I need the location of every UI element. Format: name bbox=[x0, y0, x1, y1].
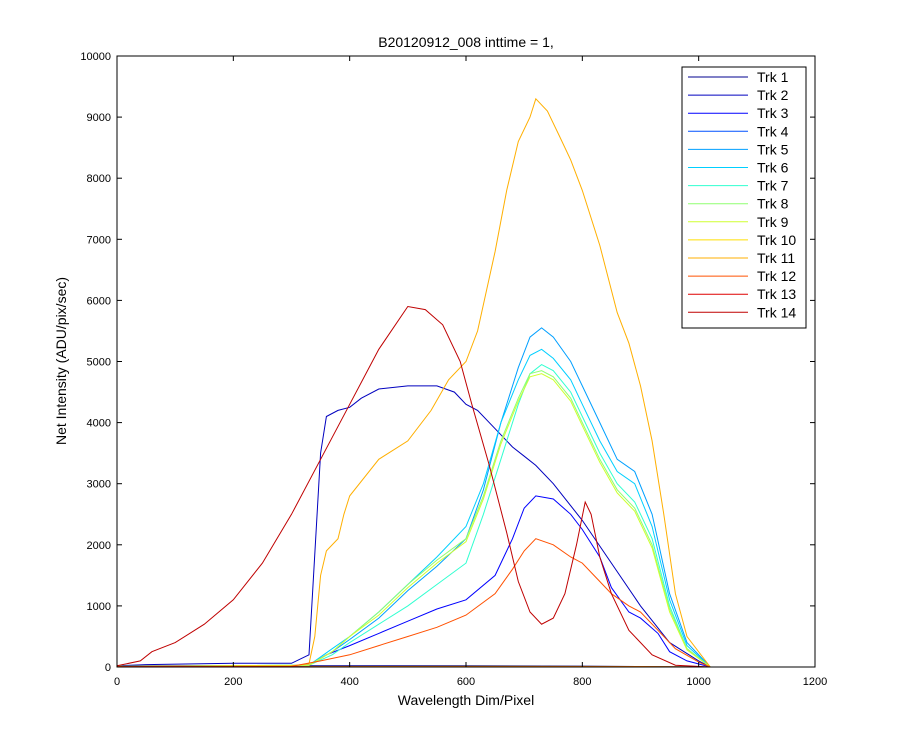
y-tick-label: 7000 bbox=[87, 234, 111, 246]
x-tick-label: 400 bbox=[340, 676, 358, 688]
legend-label-trk-7: Trk 7 bbox=[757, 178, 789, 194]
legend-label-trk-12: Trk 12 bbox=[757, 268, 796, 284]
y-tick-label: 3000 bbox=[87, 479, 111, 491]
legend-label-trk-11: Trk 11 bbox=[757, 250, 795, 266]
legend-label-trk-14: Trk 14 bbox=[757, 304, 796, 320]
y-tick-label: 1000 bbox=[87, 601, 111, 613]
legend-label-trk-8: Trk 8 bbox=[757, 196, 789, 212]
legend-label-trk-13: Trk 13 bbox=[757, 286, 796, 302]
x-tick-label: 600 bbox=[457, 676, 475, 688]
legend-label-trk-9: Trk 9 bbox=[757, 214, 789, 230]
y-tick-label: 10000 bbox=[80, 51, 111, 63]
x-tick-label: 200 bbox=[224, 676, 242, 688]
y-axis-label: Net Intensity (ADU/pix/sec) bbox=[53, 277, 69, 445]
x-tick-label: 800 bbox=[573, 676, 591, 688]
y-tick-label: 0 bbox=[105, 662, 111, 674]
x-tick-label: 1200 bbox=[803, 676, 827, 688]
y-tick-label: 8000 bbox=[87, 173, 111, 185]
legend-label-trk-6: Trk 6 bbox=[757, 160, 789, 176]
y-tick-label: 2000 bbox=[87, 540, 111, 552]
legend: Trk 1 Trk 2 Trk 3 Trk 4 Trk 5 Trk 6 Trk 7 Trk 8… bbox=[682, 67, 806, 328]
legend-label-trk-1: Trk 1 bbox=[757, 69, 789, 85]
y-tick-label: 4000 bbox=[87, 418, 111, 430]
chart-title: B20120912_008 inttime = 1, bbox=[378, 34, 554, 50]
y-tick-label: 6000 bbox=[87, 295, 111, 307]
x-axis-label: Wavelength Dim/Pixel bbox=[398, 692, 534, 708]
legend-label-trk-4: Trk 4 bbox=[757, 123, 789, 139]
y-tick-label: 5000 bbox=[87, 357, 111, 369]
x-tick-label: 0 bbox=[114, 676, 120, 688]
legend-label-trk-5: Trk 5 bbox=[757, 141, 789, 157]
legend-label-trk-10: Trk 10 bbox=[757, 232, 796, 248]
legend-label-trk-2: Trk 2 bbox=[757, 87, 789, 103]
y-tick-label: 9000 bbox=[87, 112, 111, 124]
x-tick-label: 1000 bbox=[686, 676, 710, 688]
legend-label-trk-3: Trk 3 bbox=[757, 105, 789, 121]
